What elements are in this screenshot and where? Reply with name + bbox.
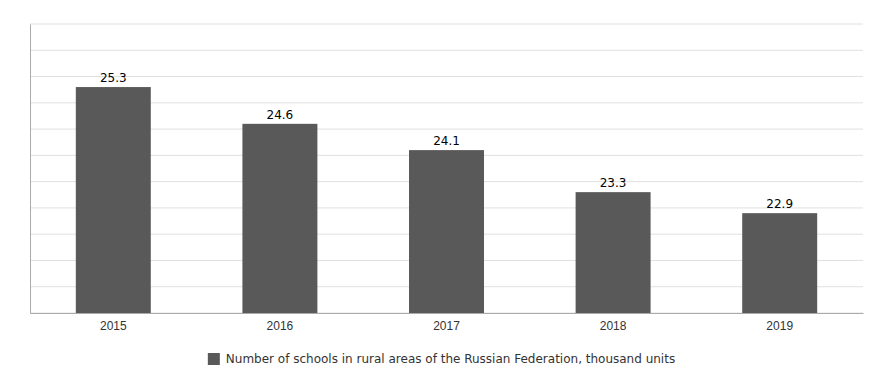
data-label: 24.1: [433, 134, 460, 148]
bar: [742, 213, 817, 313]
legend-item: Number of schools in rural areas of the …: [208, 352, 675, 366]
data-label: 25.3: [100, 71, 127, 85]
bar: [76, 87, 151, 313]
x-axis: 2015 2016 2017 2018 2019: [31, 313, 864, 333]
y-axis: [30, 25, 32, 314]
bars: [76, 87, 817, 313]
grid-line: [30, 24, 863, 25]
x-tick: 2019: [766, 313, 793, 333]
x-tick: 2015: [100, 313, 127, 333]
grid-line: [30, 102, 863, 103]
x-tick-label: 2018: [600, 319, 627, 333]
x-tick: 2018: [600, 313, 627, 333]
grid-line: [30, 129, 863, 130]
x-tick-label: 2017: [433, 319, 460, 333]
legend-label: Number of schools in rural areas of the …: [226, 352, 675, 366]
x-tick-label: 2019: [766, 319, 793, 333]
x-tick-label: 2016: [267, 319, 294, 333]
bar: [242, 124, 317, 313]
legend-swatch: [208, 353, 220, 365]
chart: 2015 2016 2017 2018 2019 25.3 24.6 24.1 23.3 22.9…: [0, 0, 883, 385]
bar: [409, 150, 484, 313]
bar: [576, 192, 651, 313]
grid-line: [30, 76, 863, 77]
x-tick-label: 2015: [100, 319, 127, 333]
grid-line: [30, 50, 863, 51]
x-tick: 2016: [267, 313, 294, 333]
data-label: 24.6: [267, 108, 294, 122]
data-label: 23.3: [600, 176, 627, 190]
data-labels: 25.3 24.6 24.1 23.3 22.9: [100, 71, 793, 211]
y-axis-line: [30, 25, 31, 314]
x-tick: 2017: [433, 313, 460, 333]
legend: Number of schools in rural areas of the …: [208, 352, 675, 366]
plot: 2015 2016 2017 2018 2019 25.3 24.6 24.1 23.3 22.9: [30, 24, 864, 385]
data-label: 22.9: [766, 197, 793, 211]
x-axis-line: [31, 313, 864, 314]
